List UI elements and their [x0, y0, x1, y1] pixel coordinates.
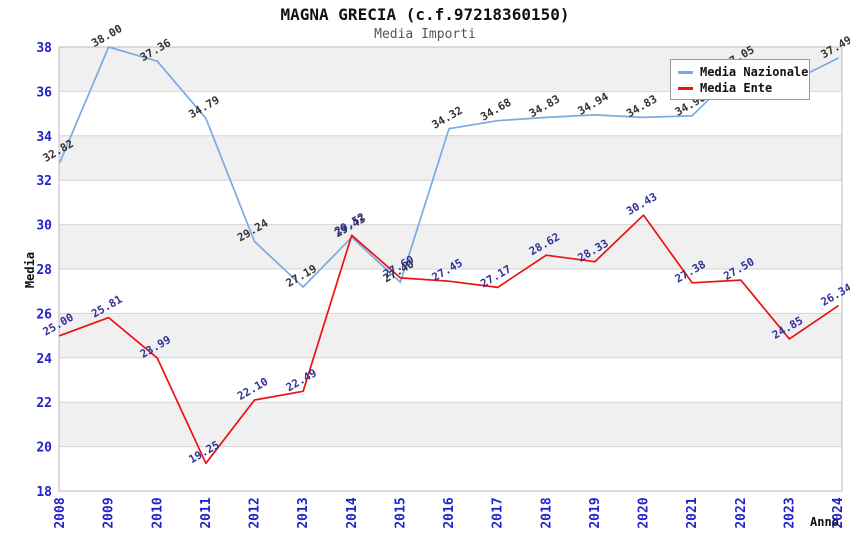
y-axis-title: Media	[23, 251, 37, 289]
y-tick-label: 28	[36, 263, 52, 278]
x-axis-title: Anno	[810, 515, 839, 529]
y-tick-label: 32	[36, 174, 52, 189]
y-tick-label: 22	[36, 396, 52, 411]
data-label-ente: 26.34	[819, 281, 850, 309]
data-label-nazionale: 34.94	[576, 90, 612, 118]
plot-band	[59, 224, 842, 269]
legend-label-nazionale: Media Nazionale	[700, 65, 809, 79]
x-tick-label: 2023	[782, 497, 797, 528]
x-tick-label: 2008	[53, 497, 68, 528]
x-tick-label: 2017	[491, 497, 506, 528]
x-tick-label: 2020	[637, 497, 652, 528]
plot-band	[59, 135, 842, 181]
data-label-nazionale: 34.83	[624, 92, 659, 120]
plot-border	[58, 46, 843, 492]
x-tick-label: 2014	[345, 497, 360, 528]
x-tick-label: 2012	[248, 497, 263, 528]
x-tick-label: 2019	[588, 497, 603, 528]
x-tick-label: 2016	[442, 497, 457, 528]
y-tick-label: 38	[36, 41, 52, 56]
y-tick-label: 26	[36, 307, 52, 322]
y-tick-label: 24	[36, 352, 52, 367]
series-line-ente	[59, 214, 839, 465]
x-tick-label: 2024	[831, 497, 846, 528]
x-tick-label: 2018	[539, 497, 554, 528]
x-tick-label: 2009	[102, 497, 117, 528]
plot-band	[59, 313, 842, 358]
legend-item-nazionale: Media Nazionale	[678, 64, 808, 80]
legend-item-ente: Media Ente	[678, 80, 802, 96]
data-label-ente: 22.49	[284, 366, 319, 394]
y-tick-label: 30	[36, 219, 52, 234]
x-tick-label: 2022	[734, 497, 749, 528]
legend-line-swatch-ente-icon	[678, 86, 693, 90]
x-tick-label: 2021	[685, 497, 700, 528]
x-tick-label: 2015	[393, 497, 408, 528]
y-tick-label: 20	[36, 441, 52, 456]
chart-title: MAGNA GRECIA (c.f.97218360150)	[280, 5, 570, 24]
chart-subtitle: Media Importi	[374, 27, 476, 42]
x-tick-label: 2010	[150, 497, 165, 528]
legend: Media Nazionale Media Ente	[670, 59, 810, 100]
legend-label-ente: Media Ente	[700, 81, 773, 95]
y-tick-label: 34	[36, 130, 52, 145]
x-tick-label: 2011	[199, 497, 214, 528]
x-tick-label: 2013	[296, 497, 311, 528]
data-label-ente: 30.43	[624, 190, 659, 218]
plot-band	[59, 402, 842, 447]
y-tick-label: 36	[36, 85, 52, 100]
y-tick-label: 18	[36, 485, 52, 500]
data-label-nazionale: 38.00	[89, 22, 124, 50]
legend-line-swatch-nazionale-icon	[678, 70, 693, 74]
